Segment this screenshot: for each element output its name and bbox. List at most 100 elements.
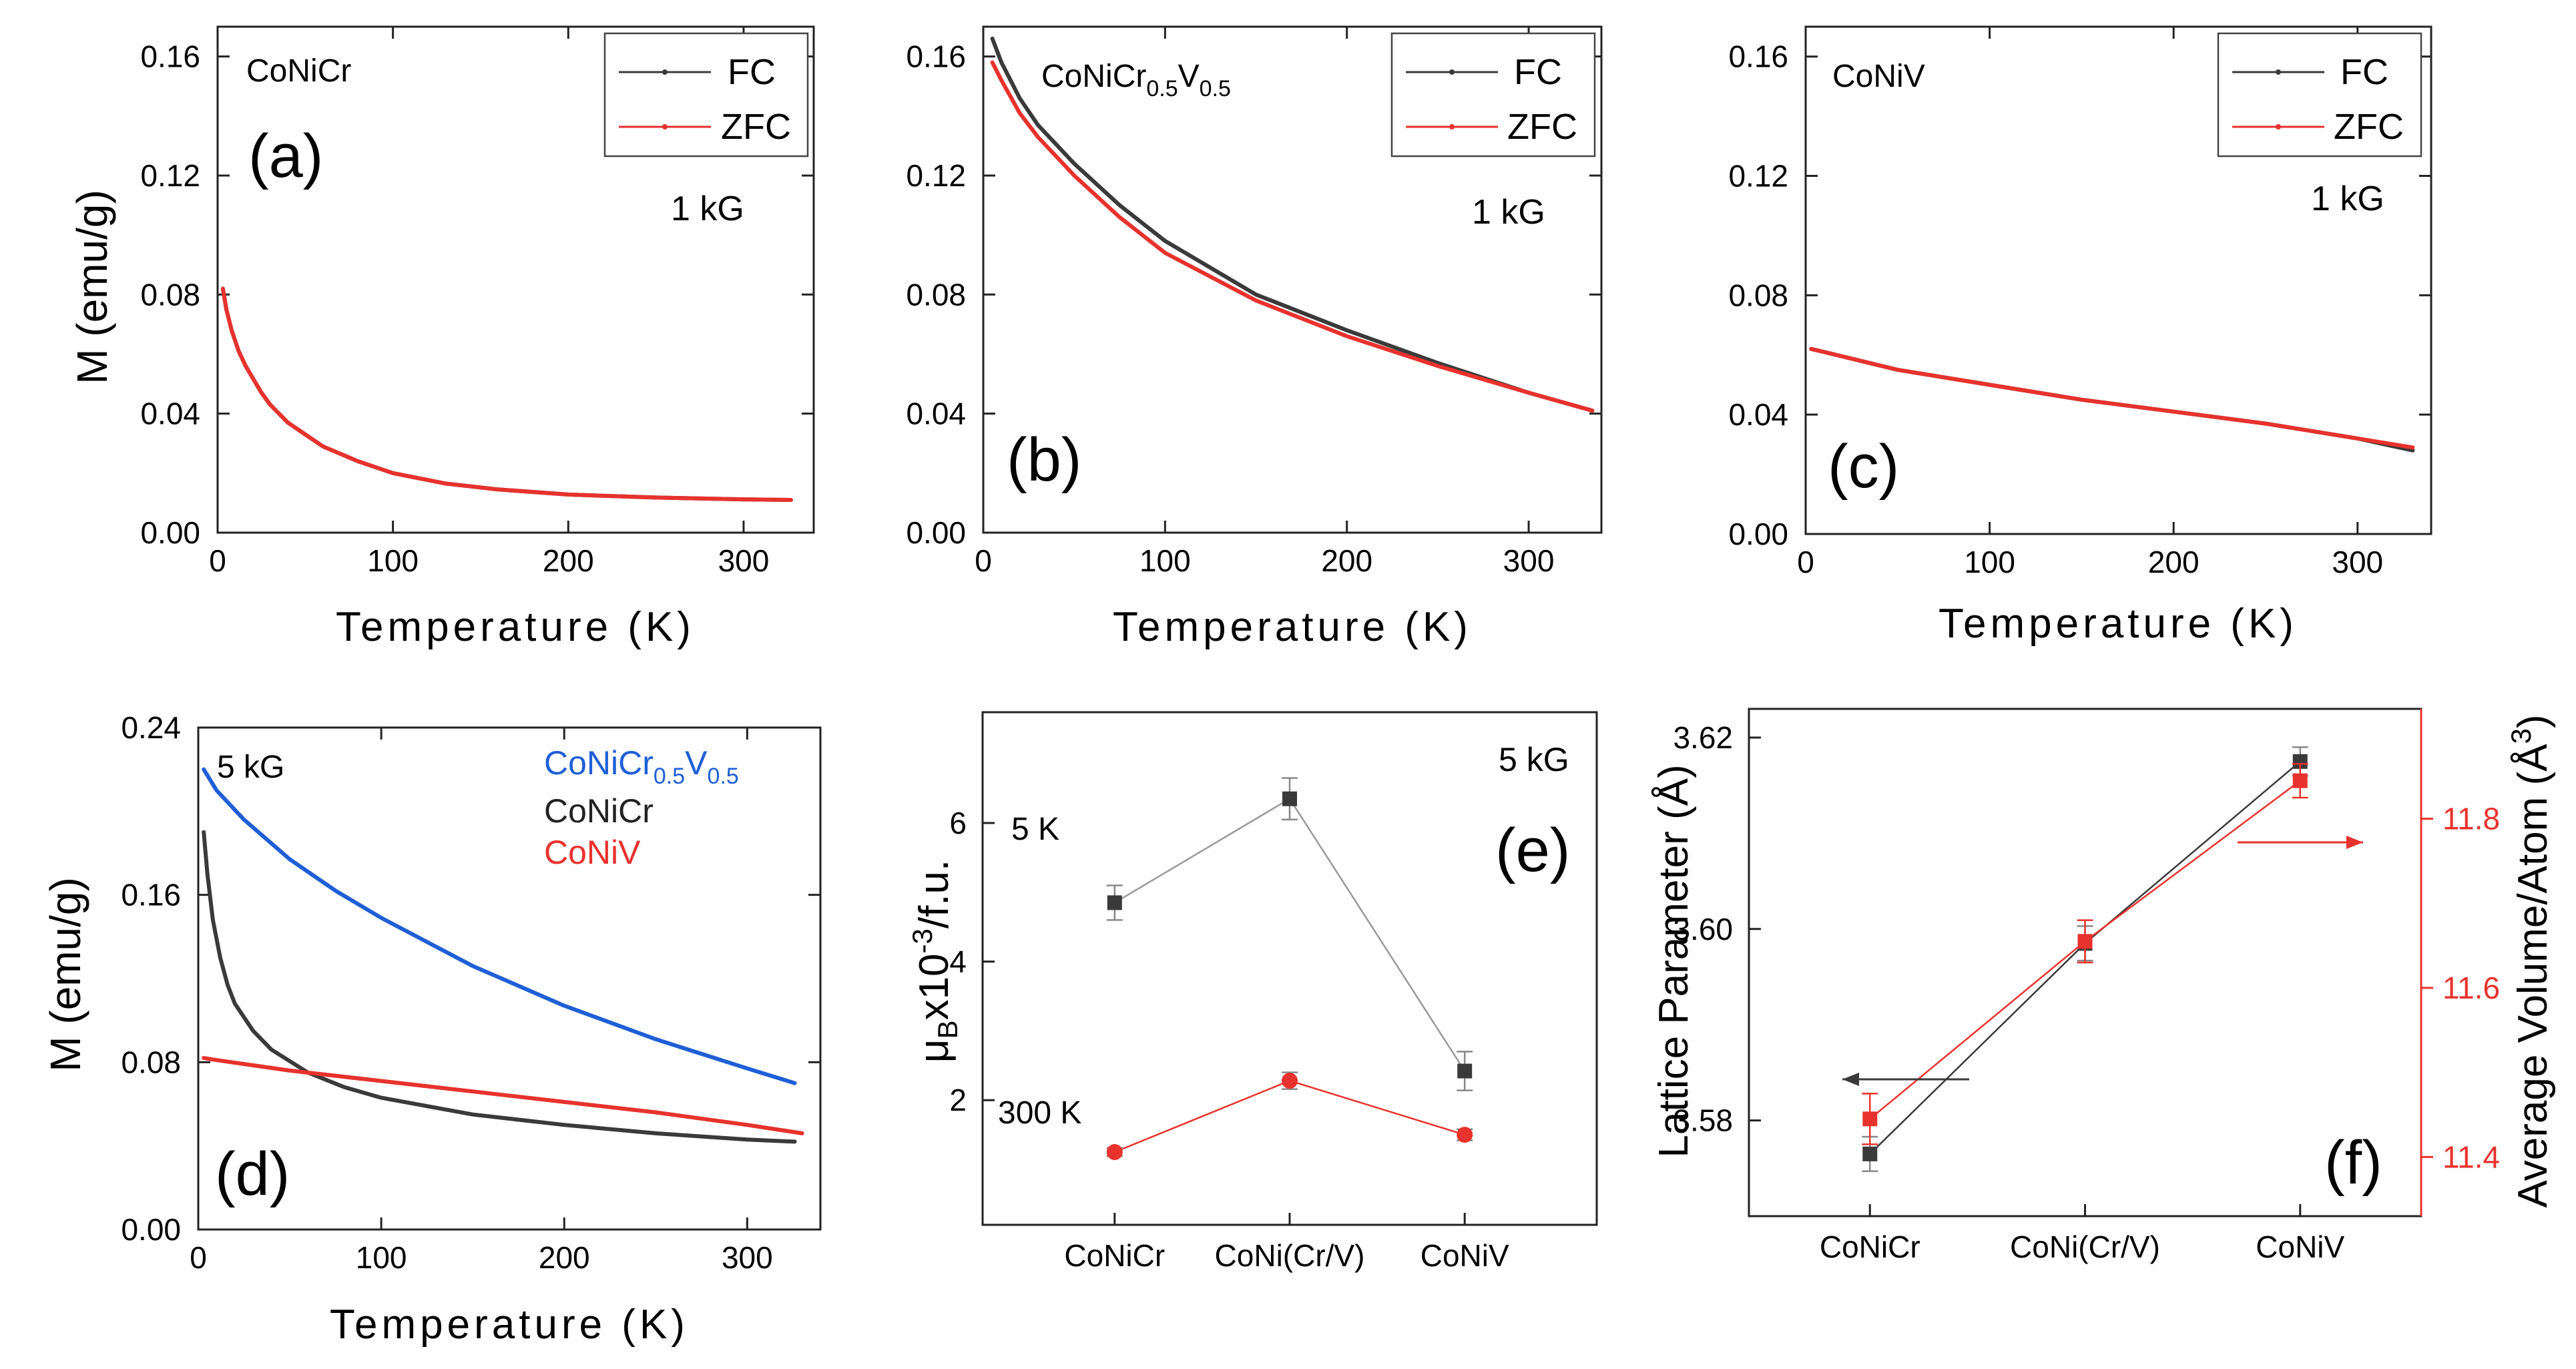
x-axis-title-d: Temperature (K) <box>330 1302 689 1348</box>
legend-d-main: CoNiCr <box>544 744 654 782</box>
sample-b-main: CoNiCr <box>1041 59 1146 94</box>
series-c <box>1809 346 2415 453</box>
y-axis-title-d: M (emu/g) <box>41 877 89 1072</box>
legend-entry-d-cr: CoNiCr <box>544 792 654 830</box>
legend-c: FC ZFC <box>2217 32 2422 158</box>
series-line-CoNiCr0.5V0.5 <box>202 767 797 1085</box>
x-tick-label: 200 <box>1321 543 1372 578</box>
data-point-right <box>2077 934 2093 949</box>
series-line-CoNiCr <box>202 830 797 1144</box>
legend-entry-fc-b: FC <box>1514 52 1562 92</box>
y-tick-label: 0.04 <box>906 396 966 431</box>
y-tick-label: 6 <box>949 806 967 840</box>
x-axis-title-c: Temperature (K) <box>1939 601 2298 647</box>
x-axis-title-b: Temperature (K) <box>1113 604 1472 650</box>
plot-frame-b <box>982 25 1603 534</box>
sample-b-sub1: 0.5 <box>1146 76 1178 101</box>
legend-box-b <box>1390 32 1596 158</box>
legend-marker-fc-c <box>2276 69 2281 75</box>
ticks-e: CoNiCr CoNi(Cr/V) CoNiV 2 4 6 <box>949 806 1509 1273</box>
x-tick-label: 100 <box>356 1240 407 1275</box>
data-point-5k <box>1107 895 1122 910</box>
legend-box-a <box>603 32 809 158</box>
legend-d-sub1: 0.5 <box>654 764 685 789</box>
series-label-5k: 5 K <box>1011 812 1059 847</box>
y-tick-label-left: 3.60 <box>1673 912 1733 946</box>
panel-d: 0 100 200 300 0.00 0.08 0.16 0.24 5 kG (d) CoNi… <box>41 710 822 1348</box>
legend-marker-fc-a <box>662 69 668 75</box>
x-tick-label: 0 <box>1797 545 1814 579</box>
x-tick-label: 100 <box>367 543 419 578</box>
x-tick-label: 300 <box>722 1240 773 1275</box>
plot-frame-c <box>1804 25 2432 535</box>
legend-d: CoNiCr0.5V0.5 CoNiCr CoNiV <box>544 744 739 871</box>
plot-frame-a <box>216 25 815 534</box>
x-tick-label: 200 <box>543 543 594 578</box>
x-tick-label: 0 <box>209 543 226 578</box>
x-tick-label: 0 <box>190 1240 207 1275</box>
y-tick-label: 0.00 <box>140 515 200 550</box>
legend-entry-zfc-b: ZFC <box>1507 107 1577 147</box>
legend-b: FC ZFC <box>1390 32 1596 158</box>
panel-label-b: (b) <box>1007 426 1081 494</box>
sample-label-b: CoNiCr0.5V0.5 <box>1041 59 1231 101</box>
y-tick-label: 0.12 <box>1728 159 1788 194</box>
field-label-b: 1 kG <box>1472 193 1545 232</box>
ticks-b: 0 100 200 300 0.00 0.04 0.08 0.12 0.16 <box>906 27 1601 578</box>
legend-entry-zfc-c: ZFC <box>2334 107 2404 147</box>
ylabel-e-mu: μ <box>911 1039 957 1063</box>
y-tick-label: 0.16 <box>140 39 200 74</box>
y-tick-label-right: 11.8 <box>2442 802 2500 836</box>
data-point-300k <box>1282 1073 1298 1089</box>
legend-marker-zfc-a <box>662 124 668 129</box>
field-label-e: 5 kG <box>1499 741 1569 778</box>
legend-entry-fc-a: FC <box>728 52 776 92</box>
series-line-ZFC <box>990 60 1595 413</box>
data-point-5k <box>1457 1063 1473 1079</box>
ylabel-e-x: x10 <box>911 954 957 1021</box>
x-tick-label: CoNiV <box>2256 1229 2344 1264</box>
series-d <box>202 767 804 1144</box>
panel-label-f: (f) <box>2324 1129 2382 1197</box>
x-tick-label: CoNiV <box>1421 1238 1509 1273</box>
panel-f: CoNiCr CoNi(Cr/V) CoNiV 3.58 3.60 3.62 11.4 11.… <box>1651 708 2556 1264</box>
y-tick-label: 4 <box>949 944 967 979</box>
legend-a: FC ZFC <box>603 32 809 158</box>
series-label-300k: 300 K <box>998 1095 1081 1131</box>
ticks-d: 0 100 200 300 0.00 0.08 0.16 0.24 <box>121 710 820 1275</box>
y-tick-label: 0.04 <box>140 396 200 431</box>
y-tick-label: 0.16 <box>906 39 966 74</box>
legend-entry-fc-c: FC <box>2340 52 2388 92</box>
field-label-d: 5 kG <box>217 750 284 785</box>
y-tick-label: 2 <box>949 1083 967 1117</box>
data-point-300k <box>1106 1144 1123 1161</box>
data-point-300k <box>1457 1127 1473 1143</box>
legend-marker-zfc-b <box>1449 124 1455 129</box>
x-tick-label: 0 <box>975 543 992 578</box>
sample-label-a: CoNiCr <box>246 53 351 89</box>
series-line-FC <box>990 36 1595 413</box>
x-tick-label: CoNi(Cr/V) <box>1215 1238 1365 1273</box>
y-axis-title-f-left: Lattice Parameter (Å) <box>1651 764 1697 1157</box>
right-axis-arrowhead <box>2346 836 2363 849</box>
y-tick-label: 0.08 <box>906 277 966 312</box>
x-tick-label: CoNiCr <box>1064 1238 1165 1273</box>
field-label-c: 1 kG <box>2311 180 2384 218</box>
x-tick-label: 300 <box>2332 545 2383 579</box>
series-line-ZFC <box>1809 346 2415 450</box>
panel-label-c: (c) <box>1828 433 1899 501</box>
legend-marker-fc-b <box>1449 69 1455 75</box>
x-axis-title-a: Temperature (K) <box>336 604 695 650</box>
y-tick-label: 0.16 <box>121 878 181 912</box>
x-tick-label: CoNi(Cr/V) <box>2010 1229 2160 1264</box>
sample-b-sub2: 0.5 <box>1200 76 1231 101</box>
ylabel-f-right-close: ) <box>2510 714 2556 728</box>
y-tick-label: 0.24 <box>121 710 181 745</box>
sample-label-c: CoNiV <box>1832 59 1925 94</box>
y-tick-label-right: 11.6 <box>2442 971 2500 1005</box>
data-point-5k <box>1282 791 1297 806</box>
y-axis-title-f-right: Average Volume/Atom (Å3) <box>2505 714 2556 1207</box>
ticks-a: 0 100 200 300 0.00 0.04 0.08 0.12 0.16 <box>140 27 814 578</box>
